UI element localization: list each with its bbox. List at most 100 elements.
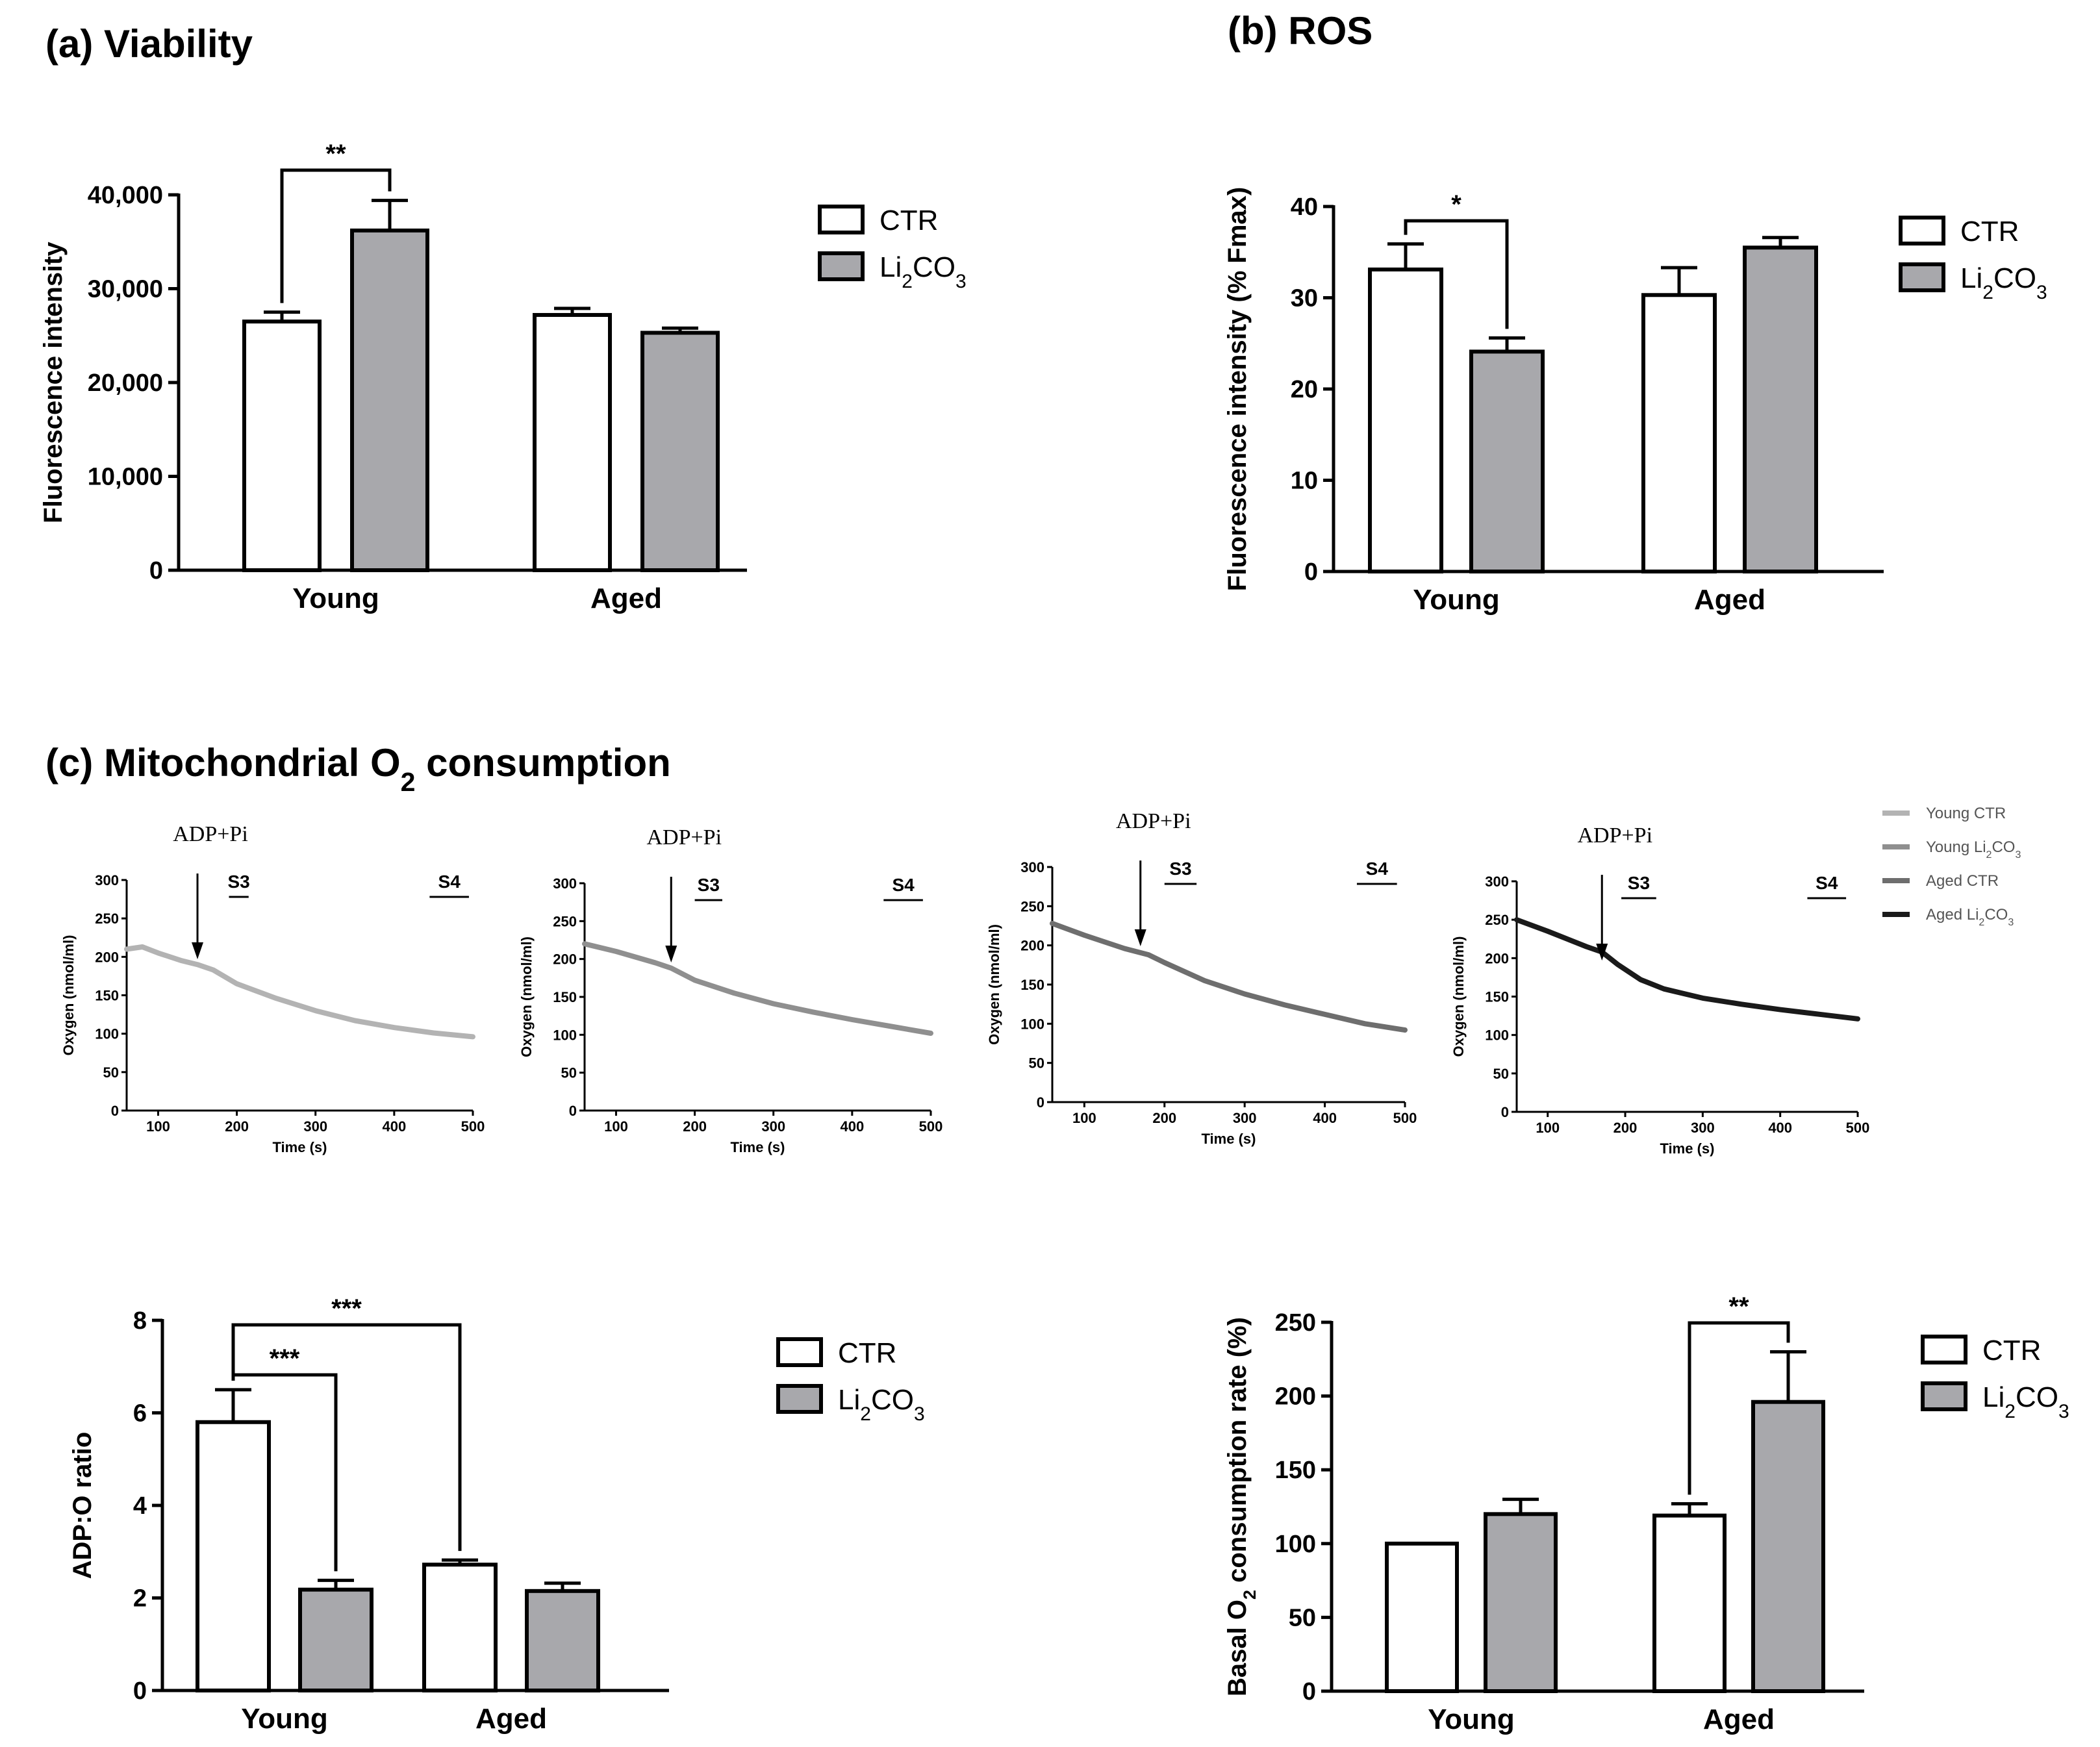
legend-swatch — [776, 1337, 823, 1367]
bar-li2co3-aged — [1751, 1400, 1825, 1693]
y-tick-label: 300 — [1485, 873, 1509, 890]
x-tick-label: 300 — [1233, 1110, 1257, 1126]
legend-d: CTR Li2CO3 — [776, 1337, 925, 1425]
bar-li2co3-aged — [525, 1589, 600, 1692]
adp-annotation: ADP+Pi — [646, 825, 722, 849]
legend-label: Li2CO3 — [838, 1384, 925, 1425]
oxygen-panel-4: 0 50 100 150 200 250 300 100 200 300 400 500 Time (s… — [1450, 823, 1869, 1157]
x-category-label: Young — [1413, 584, 1500, 616]
segment-label: S3 — [227, 872, 249, 892]
bar-li2co3-aged — [640, 331, 720, 572]
legend-label-part: CO — [2016, 1381, 2058, 1413]
y-tick-label: 100 — [1485, 1027, 1509, 1044]
oxygen-panel-2: 0 50 100 150 200 250 300 100 200 300 400 500 Time (s… — [518, 825, 942, 1155]
y-tick-label: 20,000 — [88, 370, 163, 397]
legend-label-part: CO — [871, 1384, 914, 1416]
significance-label: * — [1451, 190, 1461, 219]
y-tick-label: 150 — [1485, 989, 1509, 1005]
y-tick-label: 100 — [1275, 1531, 1316, 1558]
x-tick-label: 400 — [1313, 1110, 1337, 1126]
chart-title-c-part: consumption — [415, 741, 670, 785]
y-axis-label: Oxygen (nmol/ml) — [986, 924, 1002, 1045]
y-tick-label: 50 — [1493, 1066, 1509, 1082]
y-tick-label: 6 — [133, 1400, 147, 1427]
y-axis-label: Oxygen (nmol/ml) — [1450, 936, 1467, 1057]
legend-label: CTR — [838, 1337, 896, 1369]
chart-title-c-part: (c) Mitochondrial O — [45, 741, 401, 785]
legend-label-part: Aged CTR — [1926, 872, 1999, 890]
x-category-label: Aged — [590, 583, 662, 614]
x-tick-label: 200 — [683, 1118, 707, 1135]
legend-label-part: CTR — [879, 205, 938, 236]
adp-arrow-head — [1134, 929, 1146, 946]
y-tick-label: 150 — [553, 989, 577, 1005]
oxygen-panel-3: 0 50 100 150 200 250 300 100 200 300 400 500 Time (s… — [986, 809, 1417, 1147]
y-axis-label: Oxygen (nmol/ml) — [60, 935, 77, 1056]
legend-swatch — [1921, 1335, 1967, 1364]
legend-label-part: CO — [1984, 906, 2008, 924]
y-tick-label: 200 — [553, 951, 577, 968]
y-tick-label: 300 — [553, 875, 577, 892]
adp-arrow-head — [1596, 944, 1608, 961]
x-tick-label: 300 — [303, 1118, 327, 1135]
legend-label-part: 2 — [2005, 1401, 2016, 1422]
legend-label-part: 2 — [1986, 849, 1992, 861]
oxygen-panel-1: 0 50 100 150 200 250 300 100 200 300 400 500 Time (s… — [60, 822, 485, 1155]
legend-label-part: CTR — [1982, 1335, 2041, 1366]
y-tick-label: 10,000 — [88, 464, 163, 491]
legend-label-part: 2 — [1982, 282, 1993, 303]
significance-bracket — [1688, 1321, 1790, 1495]
x-tick-label: 300 — [1691, 1120, 1715, 1136]
segment-label: S3 — [698, 875, 720, 895]
adp-annotation: ADP+Pi — [1577, 823, 1652, 848]
bar-ctr-aged — [422, 1563, 498, 1692]
x-axis-label: Time (s) — [1202, 1131, 1256, 1147]
x-tick-label: 500 — [1393, 1110, 1417, 1126]
legend-swatch — [818, 205, 865, 234]
x-category-label: Young — [292, 583, 379, 614]
y-tick-label: 50 — [561, 1065, 577, 1081]
significance-label: *** — [331, 1294, 362, 1323]
adp-annotation: ADP+Pi — [1116, 809, 1191, 833]
y-tick-label: 200 — [1485, 950, 1509, 966]
y-tick-label: 300 — [95, 872, 119, 888]
chart-a: (a) Viability Fluorescence intensity 0 10,0… — [39, 22, 967, 614]
y-axis-label-d: ADP:O ratio — [68, 1432, 97, 1579]
y-tick-label: 300 — [1020, 859, 1044, 875]
bar-ctr-young — [242, 320, 322, 572]
legend-label-part: 2 — [860, 1403, 871, 1425]
chart-title-c-part: 2 — [401, 767, 416, 797]
legend-label-part: Young Li — [1926, 838, 1986, 856]
oxygen-trace — [1514, 917, 1860, 1022]
y-axis-label-a: Fluorescence intensity — [39, 242, 68, 523]
y-tick-label: 250 — [1275, 1309, 1316, 1337]
y-tick-label: 50 — [1029, 1055, 1044, 1072]
legend-label: CTR — [1960, 216, 2019, 247]
bar-li2co3-young — [350, 228, 429, 573]
y-axis-label-e: Basal O2 consumption rate (%) — [1223, 1317, 1259, 1696]
y-tick-label: 100 — [95, 1026, 119, 1042]
y-tick-label: 0 — [149, 557, 163, 584]
oxygen-trace — [1050, 920, 1408, 1033]
x-tick-label: 200 — [1613, 1120, 1638, 1136]
legend-label: Aged CTR — [1926, 872, 1999, 890]
legend-label: Young CTR — [1926, 805, 2006, 822]
y-tick-label: 100 — [553, 1027, 577, 1043]
adp-annotation: ADP+Pi — [173, 822, 248, 846]
legend-swatch — [1899, 262, 1945, 292]
segment-label: S3 — [1628, 873, 1650, 893]
bar-ctr-young — [196, 1420, 271, 1692]
legend-label-part: 2 — [1979, 917, 1984, 928]
legend-label-part: Li — [1982, 1381, 2005, 1413]
x-tick-label: 400 — [841, 1118, 865, 1135]
y-tick-label: 150 — [1275, 1457, 1316, 1484]
oxygen-trace — [582, 941, 933, 1036]
x-axis-label: Time (s) — [731, 1139, 785, 1155]
y-tick-label: 40 — [1291, 194, 1318, 221]
legend-label-part: CTR — [838, 1337, 896, 1369]
y-tick-label: 20 — [1291, 376, 1318, 403]
legend-label-part: CTR — [1960, 216, 2019, 247]
y-tick-label: 150 — [95, 988, 119, 1004]
